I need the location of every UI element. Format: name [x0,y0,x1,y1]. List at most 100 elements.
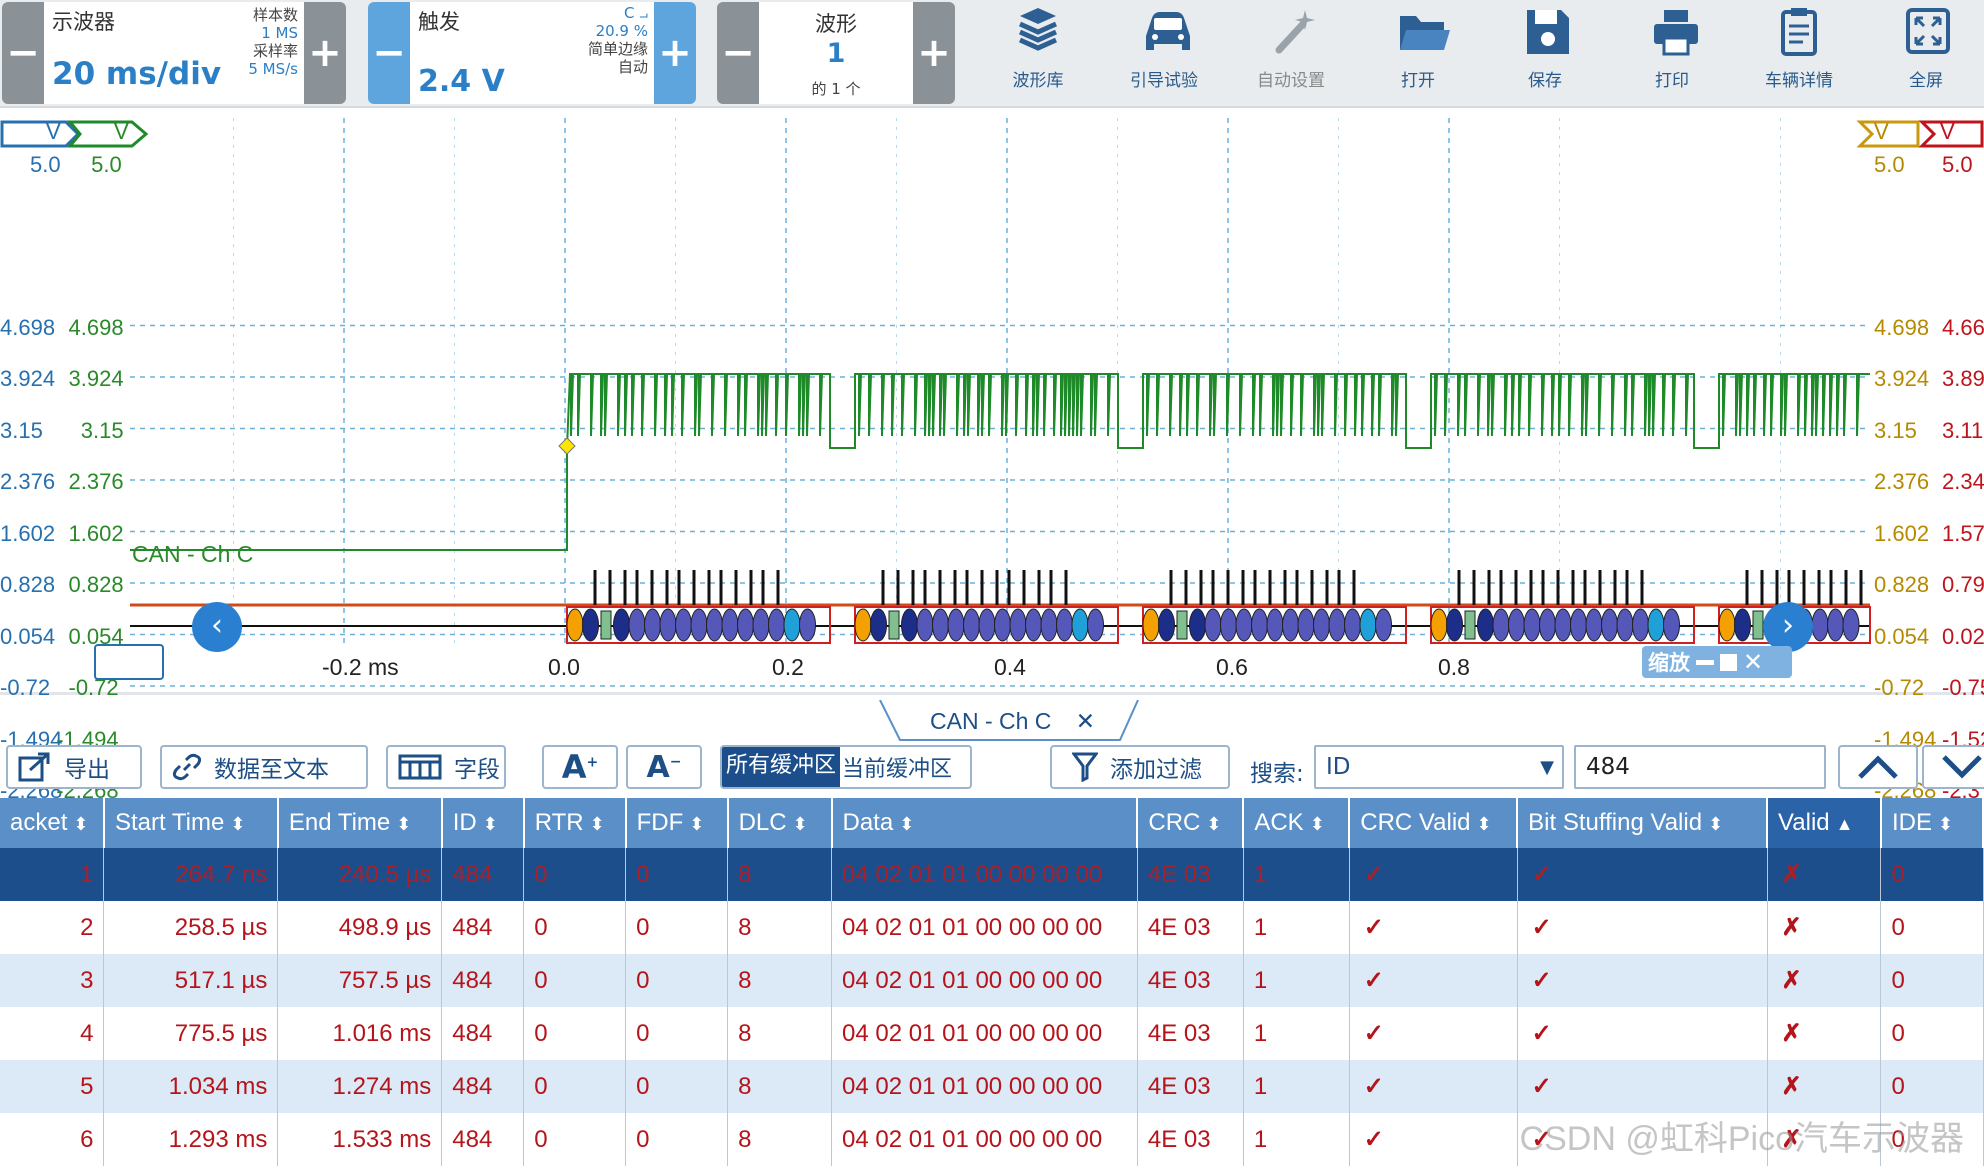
sort-icon[interactable]: ⬍ [792,814,808,834]
data-to-text-button[interactable]: 数据至文本 [160,745,368,789]
table-cell[interactable]: 4E 03 [1137,1113,1244,1166]
column-header[interactable]: ACK ⬍ [1243,798,1351,848]
column-header[interactable]: End Time ⬍ [277,798,443,848]
ruler-handle[interactable] [94,644,164,680]
tool-open[interactable]: 打开 [1358,0,1478,104]
decoder-tab[interactable]: CAN - Ch C ✕ [930,708,1095,735]
table-row[interactable]: 3 517.1 µs 757.5 µs 484 0 0 8 04 02 01 01 00 00… [0,954,1984,1007]
table-cell[interactable]: 1.016 ms [277,1007,443,1060]
table-cell[interactable]: 2 [0,901,105,954]
trigger-level[interactable]: 2.4 V [418,64,505,99]
table-cell[interactable]: 1.274 ms [277,1060,443,1113]
table-cell[interactable]: 0 [625,1007,729,1060]
fields-button[interactable]: 字段 [386,745,506,789]
table-cell[interactable]: ✓ [1349,1060,1518,1113]
current-buffer-option[interactable]: 当前缓冲区 [842,757,953,782]
table-cell[interactable]: 4 [0,1007,105,1060]
table-cell[interactable]: ✗ [1767,1113,1882,1166]
left-channel-markers[interactable] [0,120,150,150]
sort-icon[interactable]: ⬍ [396,814,412,834]
table-cell[interactable]: ✓ [1349,1113,1518,1166]
column-header[interactable]: CRC Valid ⬍ [1349,798,1519,848]
column-header[interactable]: FDF ⬍ [625,798,729,848]
table-cell[interactable]: ✓ [1517,1007,1768,1060]
table-cell[interactable]: 4E 03 [1137,901,1244,954]
column-header[interactable]: RTR ⬍ [523,798,627,848]
add-filter-button[interactable]: 添加过滤 [1050,745,1230,789]
table-cell[interactable]: 757.5 µs [277,954,443,1007]
sort-icon[interactable]: ⬍ [1476,814,1492,834]
zoom-maximize-icon[interactable] [1720,653,1737,671]
table-cell[interactable]: 0 [625,1113,729,1166]
table-cell[interactable]: ✗ [1767,901,1882,954]
table-cell[interactable]: 04 02 01 01 00 00 00 00 [831,901,1138,954]
table-cell[interactable]: ✓ [1349,901,1518,954]
sort-icon[interactable]: ⬍ [1309,814,1325,834]
table-cell[interactable]: 484 [441,954,525,1007]
table-cell[interactable]: 04 02 01 01 00 00 00 00 [831,1060,1138,1113]
search-input[interactable]: 484 [1574,745,1826,789]
table-cell[interactable]: ✓ [1517,1113,1768,1166]
table-cell[interactable]: 04 02 01 01 00 00 00 00 [831,848,1138,901]
tool-auto-setup[interactable]: 自动设置 [1231,0,1351,104]
tool-fullscreen[interactable]: 全屏 [1866,0,1984,104]
sort-icon[interactable]: ⬍ [689,814,705,834]
sort-icon[interactable]: ▲ [1835,814,1854,834]
table-cell[interactable]: 8 [727,901,832,954]
table-cell[interactable]: 04 02 01 01 00 00 00 00 [831,1113,1138,1166]
table-cell[interactable]: 0 [625,901,729,954]
table-cell[interactable]: 1.293 ms [103,1113,279,1166]
column-header[interactable]: Valid ▲ [1767,798,1882,848]
all-buffers-option[interactable]: 所有缓冲区 [722,747,841,787]
table-cell[interactable]: 8 [727,954,832,1007]
scope-plot[interactable] [0,108,1984,695]
table-cell[interactable]: 6 [0,1113,105,1166]
tool-save[interactable]: 保存 [1485,0,1605,104]
table-cell[interactable]: 0 [1880,954,1984,1007]
table-cell[interactable]: 8 [727,1007,832,1060]
table-row[interactable]: 2 258.5 µs 498.9 µs 484 0 0 8 04 02 01 01 00 00… [0,901,1984,954]
table-cell[interactable]: 0 [625,954,729,1007]
search-prev-button[interactable] [1838,745,1918,789]
sort-icon[interactable]: ⬍ [899,814,915,834]
table-cell[interactable]: 3 [0,954,105,1007]
table-cell[interactable]: 1.034 ms [103,1060,279,1113]
table-cell[interactable]: 484 [441,848,525,901]
table-cell[interactable]: 04 02 01 01 00 00 00 00 [831,1007,1138,1060]
table-cell[interactable]: 484 [441,1007,525,1060]
table-cell[interactable]: 0 [625,848,729,901]
table-cell[interactable]: 258.5 µs [103,901,279,954]
column-header[interactable]: CRC ⬍ [1137,798,1245,848]
table-cell[interactable]: ✓ [1349,1007,1518,1060]
sort-icon[interactable]: ⬍ [1937,814,1954,834]
table-cell[interactable]: 1 [0,848,105,901]
tool-waveform-library[interactable]: 波形库 [978,0,1098,104]
table-row[interactable]: 4 775.5 µs 1.016 ms 484 0 0 8 04 02 01 01 00 00… [0,1007,1984,1060]
table-cell[interactable]: 0 [1880,848,1984,901]
table-cell[interactable]: ✗ [1767,848,1882,901]
column-header[interactable]: DLC ⬍ [727,798,833,848]
table-cell[interactable]: 1 [1243,954,1350,1007]
table-cell[interactable]: ✓ [1349,848,1518,901]
table-cell[interactable]: ✗ [1767,1060,1882,1113]
table-cell[interactable]: 0 [523,1007,627,1060]
table-cell[interactable]: ✓ [1517,901,1768,954]
search-next-button[interactable] [1922,745,1984,789]
table-cell[interactable]: 775.5 µs [103,1007,279,1060]
timebase-plus-button[interactable]: + [304,2,346,104]
font-increase-button[interactable]: A+ [542,745,618,789]
table-cell[interactable]: 517.1 µs [103,954,279,1007]
table-cell[interactable]: 4E 03 [1137,848,1244,901]
table-cell[interactable]: 4E 03 [1137,954,1244,1007]
table-row[interactable]: 6 1.293 ms 1.533 ms 484 0 0 8 04 02 01 01 00 00… [0,1113,1984,1166]
table-cell[interactable]: 1 [1243,901,1350,954]
table-cell[interactable]: 4E 03 [1137,1060,1244,1113]
table-cell[interactable]: 0 [523,1060,627,1113]
table-cell[interactable]: 5 [0,1060,105,1113]
trigger-plus-button[interactable]: + [654,2,696,104]
table-cell[interactable]: 8 [727,1113,832,1166]
trigger-minus-button[interactable]: − [368,2,410,104]
table-cell[interactable]: 0 [1880,901,1984,954]
search-field-select[interactable]: ID ▼ [1314,745,1564,789]
table-cell[interactable]: 8 [727,1060,832,1113]
